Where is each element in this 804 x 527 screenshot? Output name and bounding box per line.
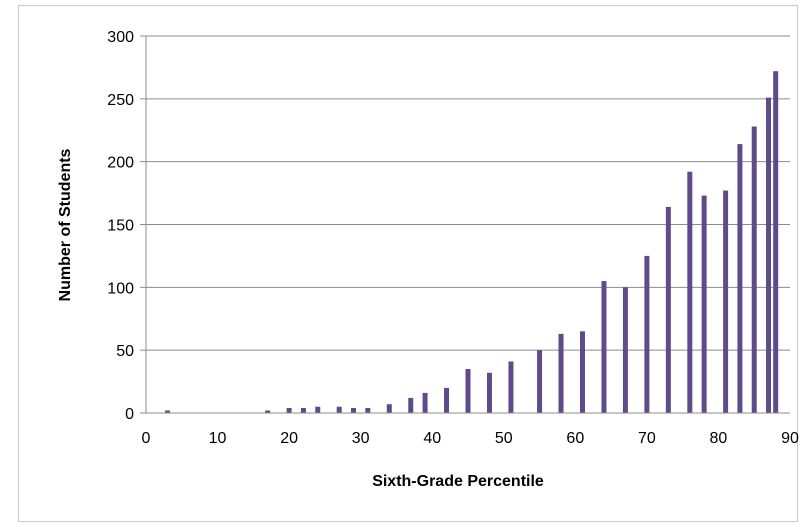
bar [701,195,707,413]
x-tick-label: 0 [142,430,151,447]
y-tick-label: 0 [125,406,134,423]
bar [723,190,729,413]
bar [558,333,564,413]
bar [486,372,492,413]
bar [286,407,292,413]
bar [622,287,628,413]
bar [751,126,757,413]
bar [315,406,321,413]
bar [422,392,428,413]
bar [351,407,357,413]
y-tick-label: 50 [116,343,134,360]
bar [336,406,342,413]
y-tick-label: 300 [107,29,134,46]
x-tick-label: 60 [566,430,584,447]
y-tick-label: 250 [107,92,134,109]
bars [164,71,779,414]
bar [579,331,585,413]
bar [601,281,607,413]
y-axis-title: Number of Students [57,148,74,301]
bar [365,407,371,413]
gridlines [146,35,790,351]
bar [508,361,514,413]
x-tick-labels: 0 10 20 30 40 50 60 70 80 90 [142,430,799,447]
x-tick-label: 20 [280,430,298,447]
y-tick-labels: 0 50 100 150 200 250 300 [107,29,134,423]
x-tick-label: 70 [638,430,656,447]
x-tick-label: 80 [710,430,728,447]
bar [665,206,671,413]
bar [300,407,306,413]
x-axis-title: Sixth-Grade Percentile [372,473,544,490]
bar [773,71,779,413]
y-tick-label: 200 [107,155,134,172]
bar [687,171,693,413]
bar [408,397,414,413]
bar [766,97,772,414]
bar [386,404,392,413]
axes [140,35,790,414]
x-tick-label: 50 [495,430,513,447]
bar [164,410,170,413]
x-tick-label: 30 [352,430,370,447]
bar [537,350,543,413]
x-tick-label: 40 [423,430,441,447]
y-tick-label: 100 [107,280,134,297]
bar [644,255,650,413]
y-tick-label: 150 [107,218,134,235]
bar [465,369,471,413]
bar [444,387,450,413]
x-tick-label: 10 [209,430,227,447]
bar [265,410,271,413]
bar [737,144,743,413]
x-tick-label: 90 [781,430,799,447]
